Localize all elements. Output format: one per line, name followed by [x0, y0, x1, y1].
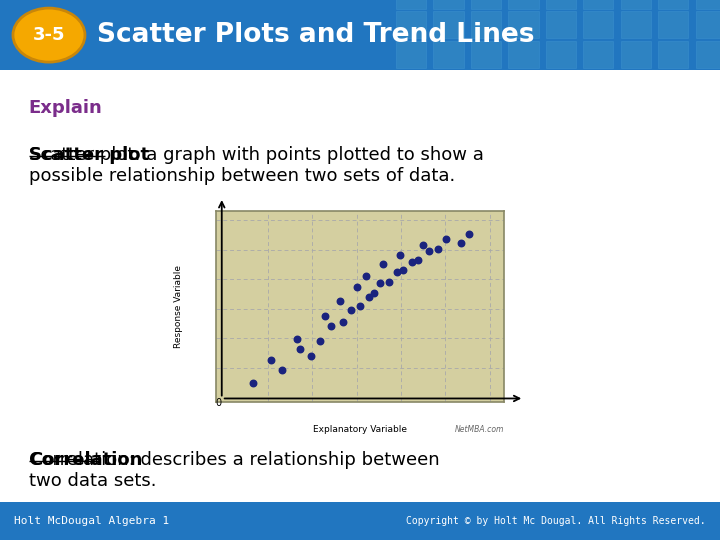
- Circle shape: [13, 8, 85, 62]
- Point: [432, 245, 444, 253]
- Bar: [396, 41, 426, 68]
- Text: Scatter plot: Scatter plot: [29, 146, 149, 164]
- Bar: [546, 11, 576, 38]
- Point: [363, 293, 374, 301]
- Bar: [471, 0, 501, 9]
- Point: [360, 272, 372, 280]
- Text: 0: 0: [215, 399, 222, 408]
- Point: [291, 335, 302, 343]
- Point: [441, 235, 452, 244]
- Point: [374, 279, 386, 288]
- Point: [392, 268, 403, 276]
- Point: [346, 306, 357, 315]
- Point: [276, 366, 288, 374]
- Bar: [583, 41, 613, 68]
- Bar: [433, 0, 464, 9]
- Point: [464, 230, 475, 238]
- Bar: [508, 0, 539, 9]
- Text: Scatter plot: a graph with points plotted to show a
possible relationship betwee: Scatter plot: a graph with points plotte…: [29, 146, 484, 185]
- Point: [423, 247, 435, 255]
- Text: 3-5: 3-5: [32, 26, 66, 44]
- Bar: [0, 502, 720, 540]
- Bar: [546, 0, 576, 9]
- Bar: [696, 0, 720, 9]
- Bar: [583, 11, 613, 38]
- Text: Correlation: Correlation: [29, 451, 142, 469]
- Text: Holt McDougal Algebra 1: Holt McDougal Algebra 1: [14, 516, 170, 526]
- Bar: [546, 41, 576, 68]
- Bar: [396, 11, 426, 38]
- Point: [325, 321, 337, 330]
- Point: [455, 239, 467, 247]
- Text: NetMBA.com: NetMBA.com: [454, 426, 504, 434]
- Bar: [0, 0, 720, 70]
- Text: Copyright © by Holt Mc Dougal. All Rights Reserved.: Copyright © by Holt Mc Dougal. All Right…: [406, 516, 706, 526]
- Point: [265, 356, 276, 364]
- Bar: [621, 11, 651, 38]
- Bar: [658, 0, 688, 9]
- Point: [377, 260, 389, 268]
- Text: Correlation: describes a relationship between
two data sets.: Correlation: describes a relationship be…: [29, 451, 439, 490]
- Point: [369, 289, 380, 298]
- Text: Explain: Explain: [29, 99, 102, 117]
- Bar: [471, 11, 501, 38]
- Point: [354, 302, 366, 311]
- Point: [351, 283, 363, 292]
- Point: [337, 318, 348, 326]
- Point: [397, 266, 409, 274]
- Bar: [696, 41, 720, 68]
- Point: [294, 345, 305, 353]
- Point: [406, 258, 418, 267]
- Point: [314, 336, 325, 345]
- Bar: [508, 41, 539, 68]
- Bar: [658, 41, 688, 68]
- Bar: [433, 41, 464, 68]
- Point: [412, 256, 423, 265]
- Bar: [508, 11, 539, 38]
- Bar: [621, 0, 651, 9]
- Point: [395, 251, 406, 259]
- Point: [334, 296, 346, 305]
- Text: Scatter Plots and Trend Lines: Scatter Plots and Trend Lines: [97, 22, 535, 48]
- Bar: [396, 0, 426, 9]
- Point: [418, 241, 429, 249]
- Bar: [658, 11, 688, 38]
- Point: [320, 312, 331, 320]
- Bar: [621, 41, 651, 68]
- Bar: [696, 11, 720, 38]
- Point: [383, 277, 395, 286]
- Bar: [433, 11, 464, 38]
- Bar: [471, 41, 501, 68]
- Bar: [583, 0, 613, 9]
- Point: [305, 352, 317, 361]
- Text: Explanatory Variable: Explanatory Variable: [313, 426, 407, 434]
- Text: Response Variable: Response Variable: [174, 265, 183, 348]
- Point: [248, 379, 259, 388]
